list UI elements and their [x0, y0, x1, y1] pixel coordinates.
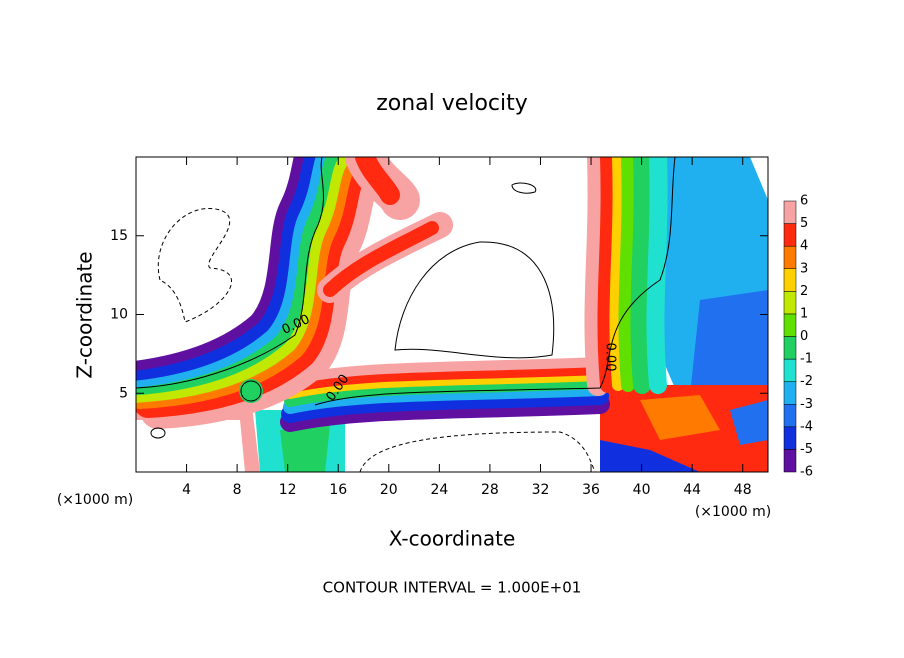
- colorbar-label: 5: [800, 216, 808, 231]
- x-tick-label: 36: [582, 482, 600, 498]
- colorbar-swatch: [783, 381, 797, 405]
- colorbar-label: -4: [800, 419, 813, 434]
- colorbar-label: 6: [800, 194, 808, 209]
- y-tick-label: 15: [110, 228, 128, 244]
- colorbar-swatch: [783, 336, 797, 360]
- colorbar-swatch: [783, 426, 797, 450]
- x-tick-label: 24: [430, 482, 448, 498]
- x-unit-right: (×1000 m): [695, 504, 771, 520]
- x-unit-left: (×1000 m): [57, 492, 133, 508]
- contour-field: [136, 157, 768, 472]
- colorbar-swatch: [783, 223, 797, 247]
- contour-lines: [136, 157, 676, 472]
- chart-title: zonal velocity: [376, 91, 528, 116]
- y-axis-label: Z-coordinate: [73, 251, 97, 378]
- x-tick-label: 16: [329, 482, 347, 498]
- colorbar-label: -2: [800, 374, 813, 389]
- colorbar-label: 1: [800, 306, 808, 321]
- x-tick-label: 8: [233, 482, 242, 498]
- colorbar-label: 4: [800, 239, 808, 254]
- x-tick-label: 32: [532, 482, 550, 498]
- contour-label: 0.00: [603, 343, 618, 372]
- x-tick-label: 12: [279, 482, 297, 498]
- colorbar-label: -1: [800, 352, 813, 367]
- colorbar-swatch: [783, 404, 797, 428]
- colorbar-label: -3: [800, 397, 813, 412]
- colorbar-swatch: [783, 268, 797, 292]
- x-tick-label: 4: [182, 482, 191, 498]
- colorbar-label: -5: [800, 442, 813, 457]
- colorbar-swatch: [783, 313, 797, 337]
- x-tick-label: 44: [683, 482, 701, 498]
- y-tick-label: 5: [119, 385, 128, 401]
- x-tick-label: 48: [734, 482, 752, 498]
- colorbar-label: 3: [800, 261, 808, 276]
- colorbar-swatch: [783, 291, 797, 315]
- x-tick-label: 28: [481, 482, 499, 498]
- footer: CONTOUR INTERVAL = 1.000E+01: [323, 579, 582, 597]
- colorbar-swatch: [783, 358, 797, 382]
- x-tick-label: 40: [633, 482, 651, 498]
- colorbar-swatch: [783, 245, 797, 270]
- colorbar-label: 0: [800, 329, 808, 344]
- colorbar-label: 2: [800, 284, 808, 299]
- colorbar-swatch: [783, 200, 797, 224]
- colorbar-swatch: [783, 449, 797, 473]
- x-axis-label: X-coordinate: [389, 527, 516, 551]
- x-tick-label: 20: [380, 482, 398, 498]
- colorbar-label: -6: [800, 465, 813, 480]
- y-tick-label: 10: [110, 307, 128, 323]
